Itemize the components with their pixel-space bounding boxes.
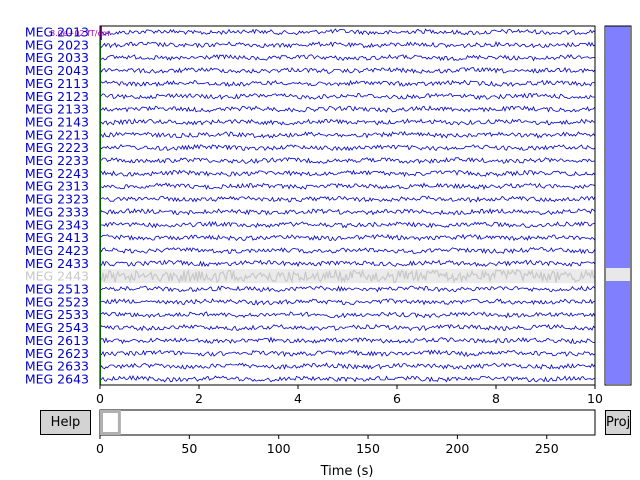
channel-trace[interactable] bbox=[99, 259, 596, 268]
channel-trace[interactable] bbox=[99, 28, 596, 36]
channel-label[interactable]: MEG 2443 bbox=[25, 269, 89, 284]
channel-label[interactable]: MEG 2033 bbox=[25, 50, 89, 65]
channel-trace[interactable] bbox=[99, 118, 596, 126]
time-axis-label: Time (s) bbox=[320, 464, 374, 479]
channel-trace[interactable] bbox=[99, 285, 596, 293]
channel-trace[interactable] bbox=[99, 375, 596, 383]
time-x-tick-label: 50 bbox=[181, 441, 197, 456]
channel-trace[interactable] bbox=[99, 79, 596, 88]
channel-trace[interactable] bbox=[99, 246, 596, 255]
channel-trace[interactable] bbox=[99, 362, 596, 370]
channel-label[interactable]: MEG 2413 bbox=[25, 230, 89, 245]
main-x-tick-label: 10 bbox=[587, 391, 603, 406]
time-x-tick-label: 100 bbox=[267, 441, 291, 456]
channel-trace[interactable] bbox=[99, 268, 596, 284]
channel-trace[interactable] bbox=[99, 66, 596, 74]
scale-bar-label: 8.0e+02 fT/cm bbox=[50, 29, 110, 38]
time-scrollbar[interactable]: 0 50 100 150 200 250 Time (s) bbox=[96, 409, 596, 479]
channel-label[interactable]: MEG 2543 bbox=[25, 320, 89, 335]
main-x-tick-label: 0 bbox=[96, 391, 104, 406]
channel-label[interactable]: MEG 2143 bbox=[25, 114, 89, 129]
main-x-tick-label: 8 bbox=[492, 391, 500, 406]
channel-label[interactable]: MEG 2023 bbox=[25, 37, 89, 52]
channel-trace[interactable] bbox=[99, 207, 596, 216]
time-x-tick-label: 200 bbox=[445, 441, 469, 456]
channel-trace[interactable] bbox=[99, 92, 596, 100]
help-button[interactable]: Help bbox=[40, 410, 91, 435]
proj-button[interactable]: Proj bbox=[605, 410, 631, 435]
channel-trace[interactable] bbox=[99, 54, 596, 62]
main-x-tick-label: 2 bbox=[195, 391, 203, 406]
channel-trace[interactable] bbox=[99, 336, 596, 345]
channel-label[interactable]: MEG 2133 bbox=[25, 102, 89, 117]
channel-trace[interactable] bbox=[99, 40, 596, 49]
time-x-tick-label: 0 bbox=[96, 441, 104, 456]
channel-trace[interactable] bbox=[99, 349, 596, 358]
channel-label[interactable]: MEG 2123 bbox=[25, 89, 89, 104]
channel-label[interactable]: MEG 2613 bbox=[25, 333, 89, 348]
channel-trace[interactable] bbox=[99, 182, 596, 191]
channel-label[interactable]: MEG 2313 bbox=[25, 179, 89, 194]
channel-label[interactable]: MEG 2533 bbox=[25, 307, 89, 322]
channel-label[interactable]: MEG 2513 bbox=[25, 282, 89, 297]
channel-trace[interactable] bbox=[99, 156, 596, 165]
channel-label[interactable]: MEG 2323 bbox=[25, 192, 89, 207]
channel-label[interactable]: MEG 2423 bbox=[25, 243, 89, 258]
channel-label[interactable]: MEG 2623 bbox=[25, 346, 89, 361]
channel-trace[interactable] bbox=[99, 311, 596, 319]
channel-trace[interactable] bbox=[99, 169, 596, 178]
time-x-tick-label: 150 bbox=[356, 441, 380, 456]
channel-label[interactable]: MEG 2013 bbox=[25, 25, 89, 40]
channel-label[interactable]: MEG 2643 bbox=[25, 371, 89, 386]
channel-label[interactable]: MEG 2243 bbox=[25, 166, 89, 181]
channel-trace[interactable] bbox=[99, 105, 596, 113]
channel-trace[interactable] bbox=[99, 144, 596, 152]
channel-trace[interactable] bbox=[99, 323, 596, 332]
channel-label[interactable]: MEG 2213 bbox=[25, 127, 89, 142]
main-x-tick-label: 4 bbox=[294, 391, 302, 406]
bad-channel-marker bbox=[606, 268, 630, 281]
channel-label[interactable]: MEG 2223 bbox=[25, 140, 89, 155]
channel-trace[interactable] bbox=[99, 298, 596, 306]
channel-trace[interactable] bbox=[99, 233, 596, 242]
channel-scrollbar[interactable] bbox=[604, 25, 632, 386]
channel-label[interactable]: MEG 2233 bbox=[25, 153, 89, 168]
channel-label[interactable]: MEG 2343 bbox=[25, 217, 89, 232]
time-x-tick-label: 250 bbox=[535, 441, 559, 456]
time-window-thumb[interactable] bbox=[100, 410, 121, 435]
channel-trace[interactable] bbox=[99, 195, 596, 203]
channel-label[interactable]: MEG 2433 bbox=[25, 256, 89, 271]
main-x-axis: 0 2 4 6 8 10 bbox=[96, 385, 603, 406]
channel-label[interactable]: MEG 2523 bbox=[25, 294, 89, 309]
scale-bar: 8.0e+02 fT/cm bbox=[50, 26, 110, 40]
channel-label[interactable]: MEG 2113 bbox=[25, 76, 89, 91]
main-x-tick-label: 6 bbox=[393, 391, 401, 406]
time-x-axis: 0 50 100 150 200 250 bbox=[96, 435, 559, 456]
channel-trace[interactable] bbox=[99, 130, 596, 139]
bad-channel-band bbox=[100, 269, 595, 284]
channel-scroll-thumb[interactable] bbox=[606, 26, 630, 384]
channel-label[interactable]: MEG 2333 bbox=[25, 204, 89, 219]
channel-label[interactable]: MEG 2043 bbox=[25, 63, 89, 78]
channel-trace[interactable] bbox=[100, 220, 596, 229]
channel-label[interactable]: MEG 2633 bbox=[25, 359, 89, 374]
